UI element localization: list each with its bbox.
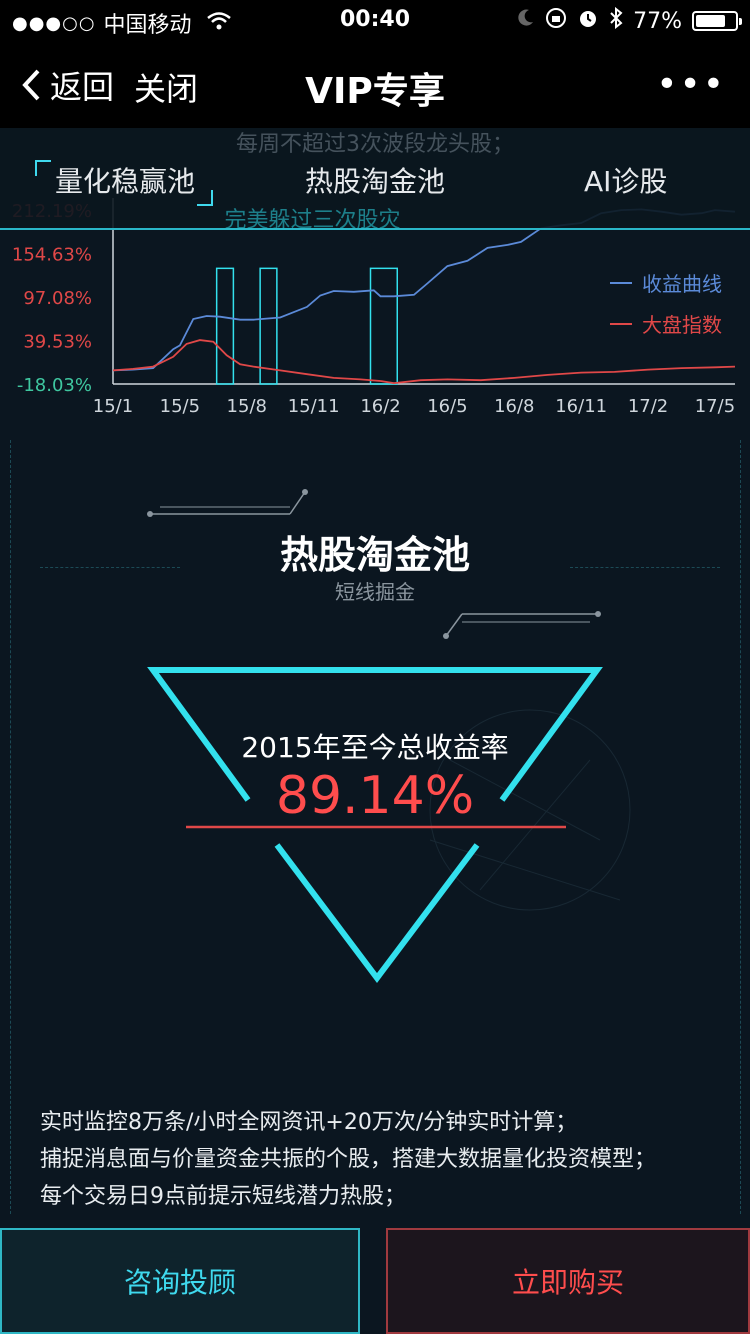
highlight-box (215, 267, 235, 385)
consult-advisor-button[interactable]: 咨询投顾 (0, 1228, 360, 1334)
moon-icon (517, 8, 535, 34)
legend-item-index: 大盘指数 (610, 309, 722, 338)
chevron-left-icon (22, 69, 40, 101)
divider-dashed-right (570, 567, 720, 568)
section-subtitle: 短线掘金 (335, 580, 415, 604)
signal-strength-icon: ●●●○○ (12, 12, 96, 34)
x-tick-label: 17/2 (628, 396, 668, 417)
battery-percent: 77% (633, 8, 682, 34)
close-button[interactable]: 关闭 (134, 70, 199, 108)
y-tick-label: 39.53% (23, 331, 92, 352)
x-tick-label: 15/5 (160, 396, 200, 417)
ghost-text-top: 每周不超过3次波段龙头股； (236, 132, 514, 157)
x-tick-label: 16/8 (494, 396, 534, 417)
x-tick-label: 16/11 (555, 396, 607, 417)
battery-icon (692, 11, 742, 31)
carrier-name: 中国移动 (103, 13, 192, 38)
tab-hot-stock-pool[interactable]: 热股淘金池 (305, 165, 446, 198)
section-title: 热股淘金池 (279, 533, 470, 577)
legend-label-return: 收益曲线 (642, 272, 722, 296)
market-index-line (112, 339, 736, 385)
more-icon[interactable]: ••• (656, 64, 726, 105)
alarm-icon (577, 7, 599, 35)
tab-ai-diagnosis[interactable]: AI诊股 (584, 165, 668, 198)
tab-quant-pool[interactable]: 量化稳赢池 (35, 160, 214, 206)
bracket-bottom-right (197, 190, 214, 206)
status-time: 00:40 (339, 7, 411, 32)
legend-label-index: 大盘指数 (642, 313, 722, 337)
back-button[interactable]: 返回 (20, 62, 114, 108)
x-tick-label: 15/1 (93, 396, 133, 417)
bracket-top-left (35, 160, 51, 176)
y-tick-label: 97.08% (23, 288, 92, 309)
triangle-graphic (147, 667, 631, 983)
status-left: ●●●○○ 中国移动 (12, 7, 232, 39)
x-tick-label: 16/2 (360, 396, 400, 417)
back-label: 返回 (50, 68, 115, 106)
battery-level (696, 15, 725, 27)
status-right: 77% (517, 6, 742, 35)
tab-bar: 每周不超过3次波段龙头股； 量化稳赢池 热股淘金池 AI诊股 完美躲过三次股灾 (0, 128, 750, 233)
total-return-value: 89.14% (275, 766, 475, 826)
nav-bar: 返回 关闭 VIP专享 ••• (0, 40, 750, 128)
y-tick-label: 154.63% (12, 245, 92, 266)
chart-legend: 收益曲线 大盘指数 (610, 268, 722, 350)
x-tick-label: 16/5 (427, 396, 467, 417)
tab-underline (0, 228, 750, 230)
description: 实时监控8万条/小时全网资讯+20万次/分钟实时计算； 捕捉消息面与价量资金共振… (40, 1104, 720, 1215)
performance-chart: 212.19%154.63%97.08%39.53%-18.03%15/115/… (0, 190, 750, 440)
legend-swatch-return (610, 281, 632, 284)
description-line: 实时监控8万条/小时全网资讯+20万次/分钟实时计算； (40, 1110, 578, 1135)
legend-swatch-index (610, 322, 632, 325)
x-tick-label: 15/11 (288, 396, 340, 417)
rotation-lock-icon (545, 7, 567, 35)
x-tick-label: 17/5 (695, 396, 735, 417)
x-tick-label: 15/8 (227, 396, 267, 417)
divider-dashed-left (40, 567, 180, 568)
section-decoration (147, 489, 601, 639)
y-tick-label: -18.03% (17, 375, 92, 396)
wifi-icon (206, 11, 232, 36)
bluetooth-icon (609, 6, 623, 35)
frame-dashed-right (740, 440, 741, 1214)
highlight-box (369, 267, 398, 385)
total-return-label: 2015年至今总收益率 (241, 731, 509, 764)
frame-dashed-left (10, 440, 11, 1214)
legend-item-return: 收益曲线 (610, 268, 722, 297)
tab-label: 量化稳赢池 (55, 165, 196, 198)
description-line: 每个交易日9点前提示短线潜力热股； (40, 1184, 406, 1209)
description-line: 捕捉消息面与价量资金共振的个股，搭建大数据量化投资模型； (40, 1147, 657, 1172)
highlight-box (259, 267, 278, 385)
buy-now-button[interactable]: 立即购买 (386, 1228, 750, 1334)
network-decoration (429, 709, 631, 911)
chart-svg: 212.19%154.63%97.08%39.53%-18.03%15/115/… (12, 198, 736, 417)
status-bar: ●●●○○ 中国移动 00:40 77% (0, 0, 750, 40)
